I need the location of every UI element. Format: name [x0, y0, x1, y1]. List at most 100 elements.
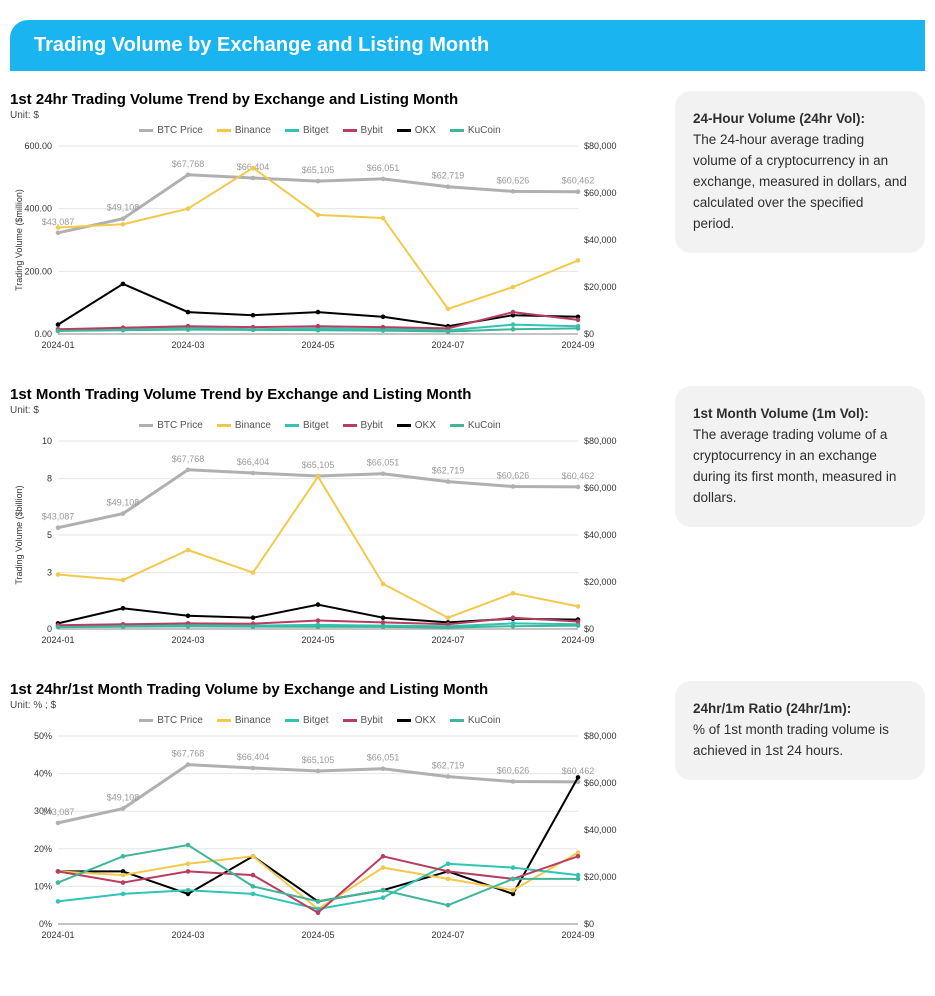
svg-text:3: 3 — [47, 568, 52, 578]
section-header: Trading Volume by Exchange and Listing M… — [10, 20, 925, 71]
chart-container: BTC Price Binance Bitget Bybit OKX KuCoin 0% 1… — [10, 715, 630, 948]
svg-text:$60,462: $60,462 — [562, 471, 595, 481]
svg-text:$43,087: $43,087 — [42, 512, 75, 522]
legend-item: Binance — [217, 420, 271, 431]
legend-item: OKX — [397, 420, 436, 431]
side-info-box: 24-Hour Volume (24hr Vol): The 24-hour a… — [675, 91, 925, 253]
side-info-body: The 24-hour average trading volume of a … — [693, 130, 907, 235]
svg-text:$62,719: $62,719 — [432, 761, 465, 771]
chart-unit: Unit: % ; $ — [10, 700, 659, 711]
side-info-body: % of 1st month trading volume is achieve… — [693, 720, 907, 762]
chart-container: BTC Price Binance Bitget Bybit OKX KuCoin 0.0… — [10, 125, 630, 358]
svg-text:10: 10 — [42, 436, 52, 446]
svg-text:$60,000: $60,000 — [584, 188, 617, 198]
legend-item: OKX — [397, 125, 436, 136]
svg-text:Trading Volume ($billion): Trading Volume ($billion) — [14, 485, 24, 584]
legend-item: KuCoin — [450, 125, 501, 136]
legend-item: Bitget — [285, 125, 329, 136]
legend-item: BTC Price — [139, 715, 203, 726]
svg-text:2024-01: 2024-01 — [41, 930, 74, 940]
svg-text:$40,000: $40,000 — [584, 235, 617, 245]
svg-text:2024-09: 2024-09 — [561, 930, 594, 940]
legend-item: Bitget — [285, 420, 329, 431]
svg-text:$40,000: $40,000 — [584, 825, 617, 835]
side-info-box: 1st Month Volume (1m Vol): The average t… — [675, 386, 925, 527]
side-info-body: The average trading volume of a cryptocu… — [693, 425, 907, 509]
svg-text:$60,000: $60,000 — [584, 778, 617, 788]
svg-text:2024-01: 2024-01 — [41, 635, 74, 645]
legend-item: Bitget — [285, 715, 329, 726]
svg-text:$0: $0 — [584, 919, 594, 929]
svg-text:$60,462: $60,462 — [562, 176, 595, 186]
svg-text:10%: 10% — [34, 881, 52, 891]
svg-text:0: 0 — [47, 624, 52, 634]
legend-item: KuCoin — [450, 420, 501, 431]
svg-text:$80,000: $80,000 — [584, 731, 617, 741]
svg-text:2024-03: 2024-03 — [171, 930, 204, 940]
svg-text:$67,768: $67,768 — [172, 159, 205, 169]
svg-text:$20,000: $20,000 — [584, 577, 617, 587]
svg-text:2024-05: 2024-05 — [301, 635, 334, 645]
legend-item: Bybit — [343, 715, 383, 726]
svg-text:$67,768: $67,768 — [172, 749, 205, 759]
chart-legend: BTC Price Binance Bitget Bybit OKX KuCoin — [10, 715, 630, 726]
svg-text:2024-09: 2024-09 — [561, 340, 594, 350]
chart-legend: BTC PriceBinanceBitgetBybitOKXKuCoin — [10, 420, 630, 431]
chart-title: 1st 24hr Trading Volume Trend by Exchang… — [10, 91, 659, 108]
svg-text:Trading Volume ($million): Trading Volume ($million) — [14, 189, 24, 291]
svg-text:0.00: 0.00 — [34, 329, 52, 339]
svg-text:8: 8 — [47, 474, 52, 484]
svg-text:$80,000: $80,000 — [584, 436, 617, 446]
svg-text:200.00: 200.00 — [24, 266, 52, 276]
chart-container: BTC PriceBinanceBitgetBybitOKXKuCoin 035… — [10, 420, 630, 653]
svg-text:$62,719: $62,719 — [432, 171, 465, 181]
svg-text:$0: $0 — [584, 624, 594, 634]
svg-text:$60,462: $60,462 — [562, 766, 595, 776]
svg-text:$49,108: $49,108 — [107, 498, 140, 508]
chart-unit: Unit: $ — [10, 405, 659, 416]
svg-text:$66,404: $66,404 — [237, 752, 270, 762]
legend-item: Binance — [217, 125, 271, 136]
svg-text:$62,719: $62,719 — [432, 466, 465, 476]
legend-item: Bybit — [343, 420, 383, 431]
svg-text:2024-01: 2024-01 — [41, 340, 74, 350]
legend-item: OKX — [397, 715, 436, 726]
chart-0: 0.00200.00400.00600.00$0$20,000$40,000$6… — [10, 138, 630, 358]
svg-text:$60,626: $60,626 — [497, 766, 530, 776]
svg-text:2024-09: 2024-09 — [561, 635, 594, 645]
side-info-box: 24hr/1m Ratio (24hr/1m): % of 1st month … — [675, 681, 925, 780]
svg-text:$66,051: $66,051 — [367, 753, 400, 763]
svg-text:0%: 0% — [39, 919, 52, 929]
svg-text:2024-05: 2024-05 — [301, 930, 334, 940]
side-info-title: 1st Month Volume (1m Vol): — [693, 404, 907, 425]
svg-text:2024-03: 2024-03 — [171, 340, 204, 350]
side-info-title: 24-Hour Volume (24hr Vol): — [693, 109, 907, 130]
chart-title: 1st 24hr/1st Month Trading Volume by Exc… — [10, 681, 659, 698]
svg-text:$49,108: $49,108 — [107, 203, 140, 213]
series-okx — [58, 284, 578, 326]
legend-item: KuCoin — [450, 715, 501, 726]
svg-text:$20,000: $20,000 — [584, 282, 617, 292]
svg-text:$60,000: $60,000 — [584, 483, 617, 493]
legend-item: BTC Price — [139, 125, 203, 136]
svg-text:$49,108: $49,108 — [107, 793, 140, 803]
svg-text:$66,051: $66,051 — [367, 458, 400, 468]
svg-text:$67,768: $67,768 — [172, 454, 205, 464]
chart-2: 0%10%20%30%40%50%$0$20,000$40,000$60,000… — [10, 728, 630, 948]
svg-text:$65,105: $65,105 — [302, 755, 335, 765]
svg-text:$66,404: $66,404 — [237, 457, 270, 467]
side-info-title: 24hr/1m Ratio (24hr/1m): — [693, 699, 907, 720]
legend-item: Binance — [217, 715, 271, 726]
svg-text:$80,000: $80,000 — [584, 141, 617, 151]
chart-unit: Unit: $ — [10, 110, 659, 121]
svg-text:2024-07: 2024-07 — [431, 340, 464, 350]
svg-text:2024-05: 2024-05 — [301, 340, 334, 350]
svg-text:$0: $0 — [584, 329, 594, 339]
svg-text:40%: 40% — [34, 769, 52, 779]
svg-text:$43,087: $43,087 — [42, 807, 75, 817]
svg-text:$66,051: $66,051 — [367, 163, 400, 173]
svg-text:2024-07: 2024-07 — [431, 635, 464, 645]
legend-item: Bybit — [343, 125, 383, 136]
chart-title: 1st Month Trading Volume Trend by Exchan… — [10, 386, 659, 403]
svg-text:2024-07: 2024-07 — [431, 930, 464, 940]
